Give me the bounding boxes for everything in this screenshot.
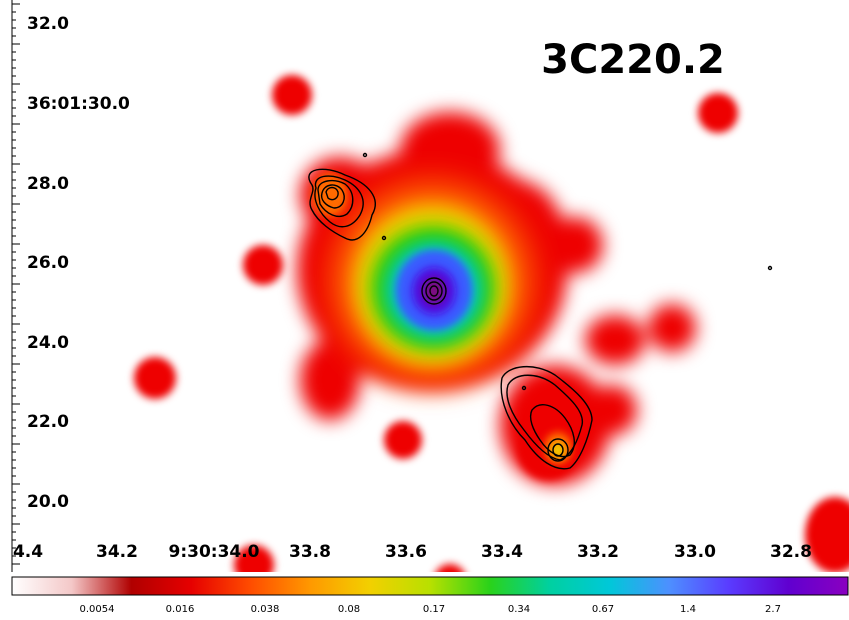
x-tick-label: 33.2 [577, 542, 619, 562]
core-contour [429, 285, 439, 297]
east-knot-blob [547, 217, 603, 273]
colorbar-tick-label: 1.4 [680, 604, 696, 615]
colorbar-tick-label: 0.67 [592, 604, 614, 615]
colorbar-tick-label: 0.08 [338, 604, 360, 615]
colorbar-tick-label: 2.7 [765, 604, 781, 615]
contour-speck [362, 152, 368, 158]
y-tick-label: 32.0 [27, 14, 69, 34]
northwest-contour [325, 186, 339, 201]
source-blob [436, 564, 464, 572]
core-contour [425, 281, 443, 301]
colorbar-tick-label: 0.038 [251, 604, 280, 615]
northwest-contour [317, 179, 354, 218]
colorbar-tick-label: 0.17 [423, 604, 445, 615]
left-minor-ticks [12, 3, 20, 565]
southeast-contour [547, 438, 569, 462]
source-blob [243, 245, 283, 285]
x-tick-label: 9:30:34.0 [168, 542, 259, 562]
southwest-blob [300, 340, 360, 420]
northwest-contour [308, 168, 376, 241]
colorbar-ramp [12, 577, 848, 595]
x-tick-label: 33.0 [674, 542, 716, 562]
colorbar-tick-label: 0.34 [508, 604, 530, 615]
source-blob [272, 75, 312, 115]
y-tick-label: 28.0 [27, 174, 69, 194]
northwest-contour [314, 175, 364, 228]
southeast-contour [552, 443, 564, 457]
radio-contours [308, 152, 773, 470]
northwest-contour [320, 184, 345, 209]
x-tick-label: 33.6 [385, 542, 427, 562]
colorbar-ticks: 0.0054 0.016 0.038 0.08 0.17 0.34 0.67 1… [80, 604, 781, 615]
x-tick-label: 33.8 [289, 542, 331, 562]
y-tick-label: 22.0 [27, 412, 69, 432]
y-tick-label: 36:01:30.0 [27, 94, 130, 114]
source-blob [698, 93, 738, 133]
axis-frame [11, 0, 20, 572]
east-knot3-blob [587, 385, 637, 435]
source-blob [134, 357, 176, 399]
east-knot4-blob [648, 304, 696, 352]
southeast-contour [500, 365, 593, 470]
north-lobe-blob [400, 112, 500, 188]
source-blob [384, 421, 422, 459]
colorbar-tick-label: 0.0054 [80, 604, 115, 615]
nucleus-core [332, 182, 532, 382]
colorbar-tick-label: 0.016 [166, 604, 195, 615]
core-contour [421, 277, 447, 305]
x-axis-ticks: 4.4 34.2 9:30:34.0 33.8 33.6 33.4 33.2 3… [13, 542, 812, 562]
colorbar-border [11, 576, 849, 596]
source-blob [805, 497, 849, 572]
y-tick-label: 24.0 [27, 333, 69, 353]
x-tick-label: 34.2 [96, 542, 138, 562]
contour-speck [767, 265, 773, 271]
x-tick-label: 33.4 [481, 542, 523, 562]
x-tick-label: 4.4 [13, 542, 43, 562]
y-axis-ticks: 32.0 36:01:30.0 28.0 26.0 24.0 22.0 20.0 [27, 14, 130, 512]
contour-speck [521, 385, 527, 391]
colorbar: 0.0054 0.016 0.038 0.08 0.17 0.34 0.67 1… [11, 576, 849, 615]
y-tick-label: 20.0 [27, 492, 69, 512]
source-title: 3C220.2 [541, 37, 725, 83]
x-tick-label: 32.8 [770, 542, 812, 562]
y-tick-label: 26.0 [27, 253, 69, 273]
contour-speck [381, 235, 387, 241]
source-blob [234, 545, 274, 572]
southeast-contour [529, 404, 576, 458]
emission-map [134, 75, 849, 572]
east-knot2-blob [585, 315, 645, 365]
